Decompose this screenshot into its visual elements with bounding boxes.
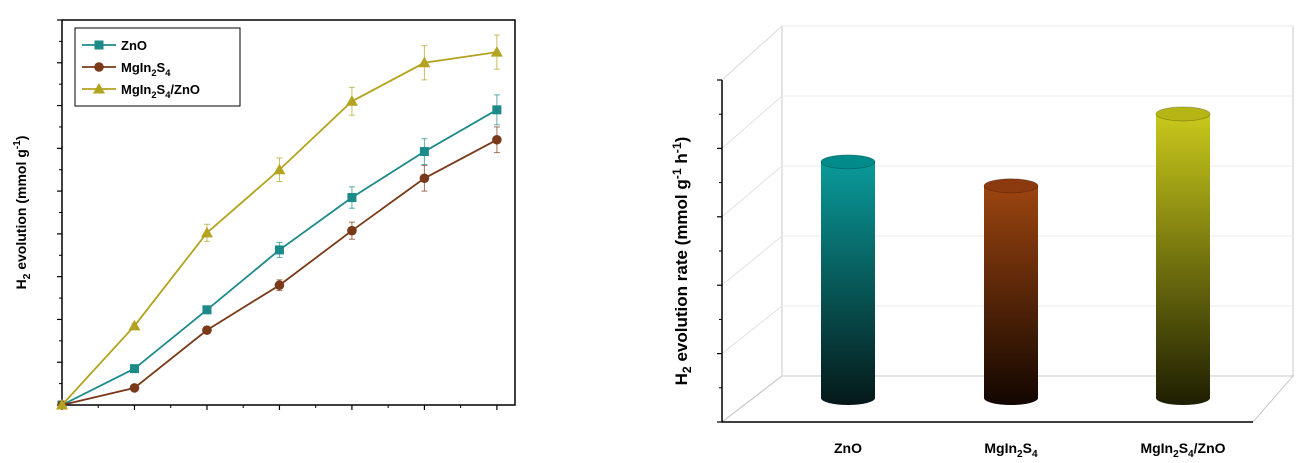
label-part: 4 (1188, 449, 1194, 460)
series-0 (57, 94, 502, 410)
side-gridline (721, 305, 783, 354)
y-label-part: h (672, 153, 691, 168)
data-point (418, 56, 431, 68)
label-part: S (1023, 440, 1032, 456)
panel-a-line-chart: H2​ evolution (mmol g-1​)ZnOMgIn2​S4​MgI… (12, 19, 516, 410)
bar-body (821, 161, 875, 405)
legend: ZnO MgIn2​S4​ MgIn2​S4​/ZnO (74, 27, 241, 107)
y-axis-label: H2​ evolution (mmol g-1​) (12, 136, 33, 290)
y-label-part: ) (13, 136, 29, 141)
y-axis-label: H2​ evolution rate (mmol g-1​ h-1​) (670, 137, 694, 386)
legend-label: MgIn2​S4​/ZnO (121, 82, 200, 100)
data-point (345, 95, 358, 106)
label-part: 2 (1173, 449, 1179, 460)
x-category-label: MgIn2​S4​ (984, 440, 1038, 460)
legend-marker (94, 62, 104, 72)
label-part: /ZnO (1194, 440, 1226, 456)
data-point (202, 325, 212, 335)
series-2 (56, 34, 503, 410)
side-wall (721, 24, 783, 424)
y-label-part: -1 (670, 168, 684, 179)
y-label-part: -1 (670, 142, 684, 153)
label-part: S (157, 82, 166, 97)
data-point (129, 364, 139, 374)
label-part: 2 (151, 90, 156, 100)
side-gridline (721, 165, 783, 218)
legend-label: MgIn2​S4​ (121, 60, 171, 78)
data-point (202, 305, 212, 315)
panel-b-cylinder-bar-chart: H2​ evolution rate (mmol g-1​ h-1​) ZnO Mg… (670, 24, 1295, 460)
bar-top (1155, 106, 1211, 122)
label-part: S (157, 60, 166, 75)
side-gridline (721, 95, 783, 149)
bar-cylinder (983, 178, 1039, 405)
y-label-part: 2 (22, 273, 33, 279)
y-label-part: H (13, 279, 29, 289)
bar-top (820, 154, 876, 170)
side-gridline (721, 25, 783, 81)
bar-cylinder (1155, 106, 1211, 406)
x-category-label: MgIn2​S4​/ZnO (1140, 440, 1225, 460)
legend-label: ZnO (121, 38, 147, 53)
label-part: 4 (165, 68, 171, 78)
y-label-part: H (672, 373, 691, 385)
data-point (129, 383, 140, 393)
label-part: ZnO (834, 440, 862, 456)
label-part: ZnO (121, 38, 147, 53)
data-point (492, 134, 502, 145)
bar-body (984, 185, 1038, 405)
label-part: S (1179, 440, 1188, 456)
data-point (128, 319, 141, 331)
data-point (492, 105, 502, 115)
label-part: MgIn (121, 82, 151, 97)
label-part: 2 (1017, 449, 1023, 460)
data-point (419, 147, 429, 157)
data-point (490, 46, 503, 57)
data-point (347, 225, 357, 236)
y-label-part: 2 (680, 366, 694, 373)
data-point (56, 399, 68, 410)
label-part: 4 (165, 90, 171, 100)
y-label-part: ) (672, 137, 691, 143)
legend-marker (94, 40, 104, 50)
label-part: MgIn (984, 440, 1017, 456)
y-label-part: -1 (12, 140, 23, 149)
data-point (274, 245, 284, 255)
label-part: /ZnO (170, 82, 200, 97)
data-point (200, 226, 213, 238)
y-label-part: evolution (mmol g (13, 149, 29, 273)
label-part: MgIn (1140, 440, 1173, 456)
label-part: 2 (151, 68, 156, 78)
data-point (274, 280, 285, 291)
bar-top (983, 178, 1039, 194)
x-category-label: ZnO (834, 440, 862, 456)
bar-cylinder (820, 154, 876, 405)
data-point (419, 173, 430, 184)
data-point (347, 193, 357, 203)
y-label-part: evolution rate (mmol g (672, 179, 691, 366)
side-gridline (721, 235, 783, 286)
series-1 (57, 126, 502, 410)
legend-marker (93, 83, 105, 94)
label-part: 4 (1032, 449, 1038, 460)
bar-body (1156, 113, 1210, 406)
label-part: MgIn (121, 60, 151, 75)
data-point (273, 163, 286, 175)
